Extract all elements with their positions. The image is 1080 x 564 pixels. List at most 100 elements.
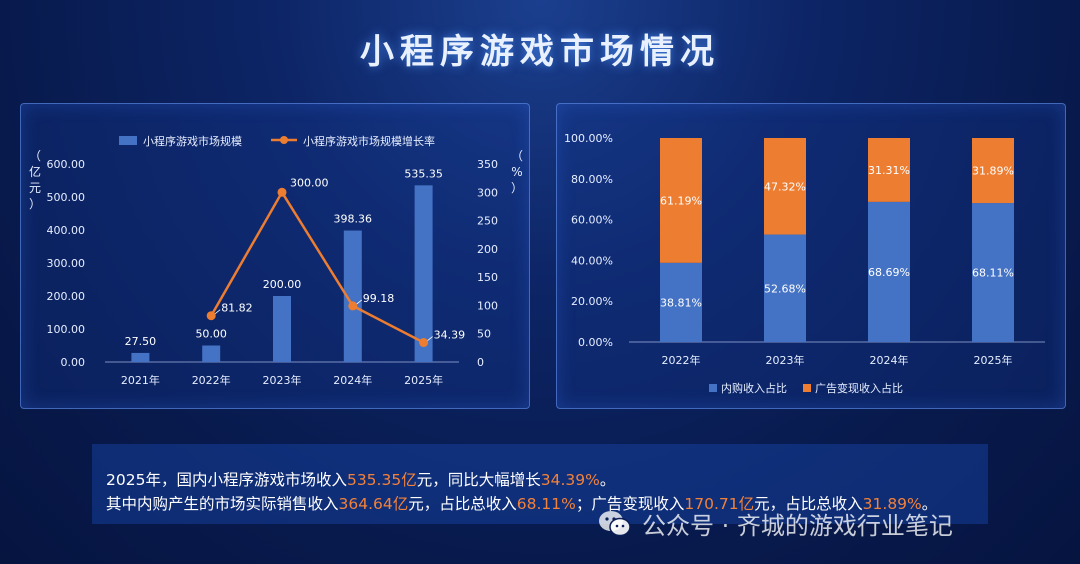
line-data-label: 81.82 — [221, 302, 253, 315]
bar-data-label: 27.50 — [125, 335, 157, 348]
growth-rate-point — [206, 311, 216, 321]
line-data-label: 99.18 — [363, 292, 395, 305]
data-label-leader — [214, 309, 221, 315]
segment-data-label: 31.89% — [972, 165, 1014, 178]
revenue-share-chart-panel: 0.00% 20.00% 40.00% 60.00% 80.00% 100.00% 38.8… — [556, 103, 1066, 409]
summary-text: 元，同比大幅增长 — [416, 471, 541, 489]
y-tick-label: 20.00% — [571, 295, 613, 308]
bar-segment-ad-revenue — [660, 138, 702, 263]
y-tick-label: 40.00% — [571, 254, 613, 267]
legend-marker-line — [280, 136, 288, 144]
legend-swatch-ad-revenue — [803, 384, 811, 392]
bar-segment-ad-revenue — [972, 138, 1014, 204]
bar-data-label: 200.00 — [263, 278, 302, 291]
market-size-chart-panel: 小程序游戏市场规模 小程序游戏市场规模增长率（亿元）（%） 0.00 100.00 20… — [20, 103, 530, 409]
growth-rate-point — [348, 301, 358, 311]
legend-label-in-app-purchase: 内购收入占比 — [721, 381, 787, 395]
y-left-tick-label: 100.00 — [47, 323, 86, 336]
x-tick-label: 2024年 — [333, 373, 372, 387]
legend-label-line: 小程序游戏市场规模增长率 — [303, 134, 435, 148]
y-tick-label: 60.00% — [571, 214, 613, 227]
y-right-axis-label-char: （ — [511, 149, 523, 163]
summary-highlight: 535.35亿 — [346, 471, 417, 489]
data-label-leader — [356, 299, 363, 305]
bar-data-label: 535.35 — [404, 167, 443, 180]
y-left-tick-label: 600.00 — [47, 158, 86, 171]
x-tick-label: 2022年 — [192, 373, 231, 387]
summary-highlight: 68.11% — [516, 495, 576, 513]
y-right-tick-label: 350 — [477, 158, 498, 171]
bar-segment-in-app-purchase — [660, 262, 702, 342]
summary-text: 元，占比总收入 — [754, 495, 863, 513]
chart2-legend: 内购收入占比 广告变现收入占比 — [709, 381, 903, 395]
y-right-tick-label: 200 — [477, 243, 498, 256]
bar — [131, 352, 150, 362]
segment-data-label: 68.69% — [868, 266, 910, 279]
summary-text: ；广告变现收入 — [575, 495, 685, 513]
summary-text: 元，占比总收入 — [408, 495, 517, 513]
segment-data-label: 61.19% — [660, 194, 702, 207]
y-right-tick-label: 50 — [477, 328, 491, 341]
y-right-axis-label-char: % — [511, 165, 522, 179]
wechat-icon — [598, 510, 632, 538]
bar — [202, 345, 221, 362]
watermark-text: 公众号 · 齐城的游戏行业笔记 — [642, 512, 953, 540]
summary-highlight: 364.64亿 — [338, 495, 409, 513]
x-tick-label: 2021年 — [121, 373, 160, 387]
bar-segment-in-app-purchase — [764, 234, 806, 342]
x-tick-label: 2023年 — [766, 353, 805, 367]
y-left-tick-label: 200.00 — [47, 290, 86, 303]
growth-rate-line — [210, 189, 425, 344]
summary-line-1: 2025年，国内小程序游戏市场收入535.35亿元，同比大幅增长34.39%。 — [106, 468, 615, 490]
bar — [414, 185, 433, 362]
y-left-axis-label-char: 元 — [29, 181, 41, 195]
legend-swatch-in-app-purchase — [709, 384, 717, 392]
summary-highlight: 34.39% — [540, 471, 600, 489]
y-left-axis-label-char: （ — [29, 149, 41, 163]
summary-highlight: 170.71亿 — [684, 495, 755, 513]
y-right-tick-label: 100 — [477, 299, 498, 312]
y-tick-label: 0.00% — [578, 336, 613, 349]
y-left-tick-label: 300.00 — [47, 257, 86, 270]
growth-rate-point — [419, 338, 429, 348]
y-right-axis-label-char: ） — [511, 181, 523, 195]
bar-data-label: 50.00 — [195, 328, 227, 341]
x-tick-label: 2025年 — [404, 373, 443, 387]
summary-text: 2025年，国内小程序游戏市场收入 — [106, 471, 347, 489]
y-right-tick-label: 150 — [477, 271, 498, 284]
revenue-share-chart: 0.00% 20.00% 40.00% 60.00% 80.00% 100.00% 38.8… — [564, 132, 1045, 395]
summary-line-2: 其中内购产生的市场实际销售收入364.64亿元，占比总收入68.11%；广告变现… — [106, 492, 937, 514]
data-label-leader — [427, 336, 433, 341]
y-left-axis-label-char: ） — [29, 197, 41, 211]
y-left-tick-label: 500.00 — [47, 191, 86, 204]
y-right-tick-label: 0 — [477, 356, 484, 369]
summary-box: 2025年，国内小程序游戏市场收入535.35亿元，同比大幅增长34.39%。 … — [92, 444, 988, 524]
watermark: 公众号 · 齐城的游戏行业笔记 — [598, 506, 953, 541]
line-data-label: 300.00 — [290, 176, 329, 189]
segment-data-label: 68.11% — [972, 267, 1014, 280]
y-left-axis-label-char: 亿 — [29, 164, 41, 179]
summary-text: 其中内购产生的市场实际销售收入 — [106, 495, 339, 513]
bar-data-label: 398.36 — [334, 213, 373, 226]
legend-label-bar: 小程序游戏市场规模 — [143, 134, 242, 148]
x-tick-label: 2024年 — [870, 353, 909, 367]
line-data-label: 34.39 — [434, 329, 466, 342]
y-left-tick-label: 0.00 — [61, 356, 86, 369]
bar — [343, 230, 362, 362]
page-title: 小程序游戏市场情况 — [360, 32, 720, 72]
summary-text: 。 — [921, 495, 938, 513]
summary-highlight: 31.89% — [862, 495, 922, 513]
growth-rate-point — [277, 187, 287, 197]
segment-data-label: 38.81% — [660, 296, 702, 309]
legend-swatch-bar — [119, 136, 137, 145]
market-size-chart: 小程序游戏市场规模 小程序游戏市场规模增长率（亿元）（%）0.00100.0020… — [29, 134, 523, 387]
x-tick-label: 2025年 — [974, 353, 1013, 367]
y-right-tick-label: 300 — [477, 186, 498, 199]
bar-segment-in-app-purchase — [868, 201, 910, 342]
x-tick-label: 2023年 — [263, 373, 302, 387]
bar-segment-in-app-purchase — [972, 203, 1014, 342]
segment-data-label: 47.32% — [764, 180, 806, 193]
segment-data-label: 31.31% — [868, 164, 910, 177]
segment-data-label: 52.68% — [764, 282, 806, 295]
y-right-tick-label: 250 — [477, 215, 498, 228]
